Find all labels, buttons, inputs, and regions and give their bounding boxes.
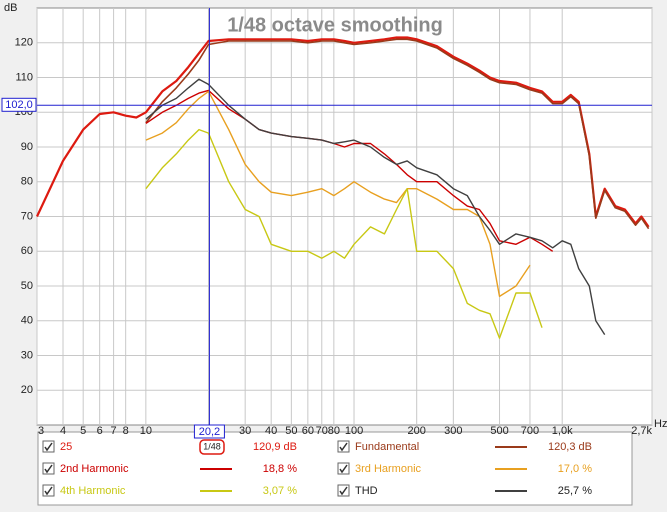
legend-label: Fundamental	[355, 441, 419, 453]
chart-title: 1/48 octave smoothing	[227, 14, 443, 36]
x-tick-label: 40	[265, 425, 277, 437]
legend-value: 120,9 dB	[253, 441, 297, 453]
y-tick-label: 50	[21, 280, 33, 292]
x-tick-label: 5	[80, 425, 86, 437]
legend-value: 18,8 %	[263, 463, 297, 475]
cursor-x-label: 20,2	[199, 426, 220, 438]
legend-checkbox[interactable]	[337, 484, 350, 497]
series-line	[145, 128, 543, 339]
x-tick-label: 10	[140, 425, 152, 437]
cursor-x-box	[193, 424, 225, 439]
legend-checkmark	[339, 442, 348, 452]
cursor-y-label: 102,0	[5, 99, 33, 111]
x-tick-label: 80	[328, 425, 340, 437]
legend-checkmark	[339, 464, 348, 474]
legend-value: 3,07 %	[263, 485, 297, 497]
smoothing-badge[interactable]	[199, 439, 225, 455]
y-tick-label: 70	[21, 210, 33, 222]
series-line	[36, 36, 650, 228]
legend-value: 17,0 %	[558, 463, 592, 475]
x-tick-label: 3	[38, 425, 44, 437]
series-line	[145, 89, 554, 252]
legend-checkbox[interactable]	[337, 440, 350, 453]
x-tick-label: 8	[123, 425, 129, 437]
legend-checkbox[interactable]	[42, 462, 55, 475]
legend-label: 4th Harmonic	[60, 485, 126, 497]
y-tick-label: 30	[21, 349, 33, 361]
legend-checkmark	[44, 486, 53, 496]
x-tick-label: 1,0k	[552, 425, 573, 437]
legend-checkbox[interactable]	[42, 440, 55, 453]
x-tick-label: 700	[521, 425, 539, 437]
x-tick-label: 50	[285, 425, 297, 437]
y-tick-label: 80	[21, 176, 33, 188]
legend-checkmark	[44, 464, 53, 474]
legend-value: 120,3 dB	[548, 441, 592, 453]
legend-label: 3rd Harmonic	[355, 463, 422, 475]
legend-checkbox[interactable]	[42, 484, 55, 497]
x-tick-label: 4	[60, 425, 66, 437]
legend-checkmark	[44, 442, 53, 452]
legend-checkbox[interactable]	[337, 462, 350, 475]
x-tick-label: 6	[97, 425, 103, 437]
legend-label: 2nd Harmonic	[60, 463, 129, 475]
legend-label: 25	[60, 441, 72, 453]
series-line	[145, 38, 650, 230]
y-tick-label: 110	[15, 71, 33, 83]
legend-checkmark	[339, 486, 348, 496]
y-tick-label: 60	[21, 245, 33, 257]
x-tick-label: 300	[444, 425, 462, 437]
y-tick-label: 90	[21, 141, 33, 153]
cursor-y-box	[1, 97, 37, 112]
x-tick-label: 30	[239, 425, 251, 437]
smoothing-badge-text: 1/48	[203, 441, 221, 451]
x-tick-label: 100	[345, 425, 363, 437]
legend-panel	[37, 431, 633, 506]
y-tick-label: 40	[21, 315, 33, 327]
x-tick-label: 60	[302, 425, 314, 437]
y-axis-label: dB	[4, 2, 17, 14]
x-tick-label: 7	[111, 425, 117, 437]
legend-value: 25,7 %	[558, 485, 592, 497]
series-line	[145, 90, 531, 298]
legend-label: THD	[355, 485, 378, 497]
y-tick-label: 20	[21, 384, 33, 396]
x-tick-label: 500	[490, 425, 508, 437]
x-tick-label: 70	[316, 425, 328, 437]
x-tick-label: 200	[408, 425, 426, 437]
x-tick-label: 2,7k	[631, 425, 652, 437]
x-axis-unit: Hz	[654, 418, 667, 430]
y-tick-label: 120	[15, 37, 33, 49]
